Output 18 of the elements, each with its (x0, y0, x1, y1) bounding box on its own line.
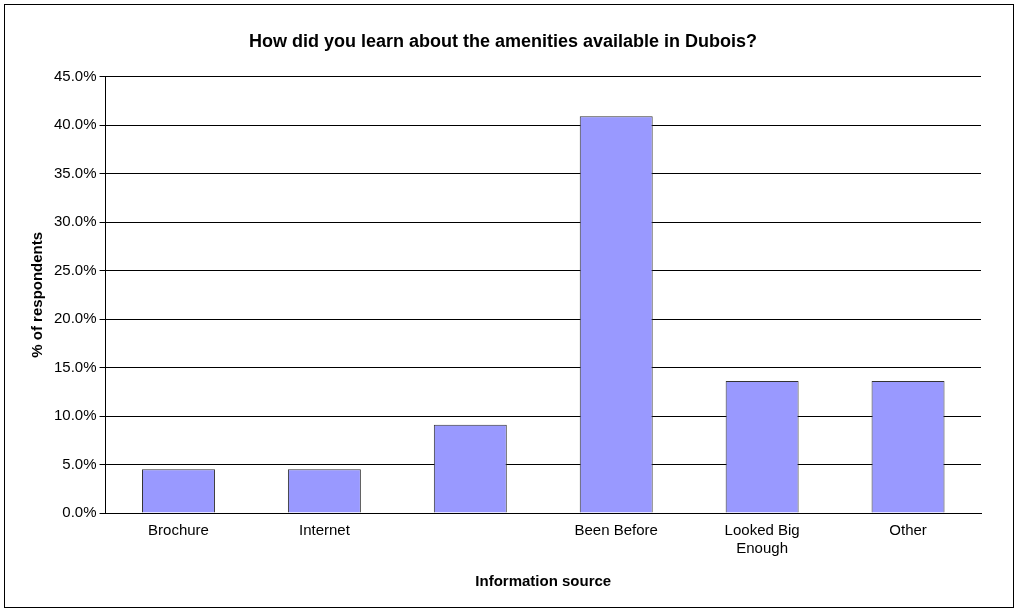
y-axis-title: % of respondents (28, 231, 46, 358)
y-tick-label: 5.0% (62, 454, 97, 472)
y-tick-label: 0.0% (62, 503, 97, 521)
y-tick-label: 15.0% (53, 357, 97, 375)
x-tick-label: Brochure (148, 521, 209, 539)
chart-title: How did you learn about the amenities available in Dubois? (248, 30, 758, 51)
x-tick-label: Been Before (574, 521, 658, 539)
x-axis-title: Information source (475, 572, 612, 590)
y-tick-label: 25.0% (53, 260, 97, 278)
x-tick-label: Internet (298, 521, 351, 539)
x-tick-label: Looked Big Enough (724, 521, 800, 557)
y-tick-label: 35.0% (53, 163, 97, 181)
y-tick-label: 40.0% (53, 115, 97, 133)
y-tick-label: 30.0% (53, 212, 97, 230)
y-tick-label: 10.0% (53, 406, 97, 424)
x-tick-label: Other (889, 521, 927, 539)
y-tick-label: 20.0% (53, 309, 97, 327)
y-tick-label: 45.0% (53, 66, 97, 84)
